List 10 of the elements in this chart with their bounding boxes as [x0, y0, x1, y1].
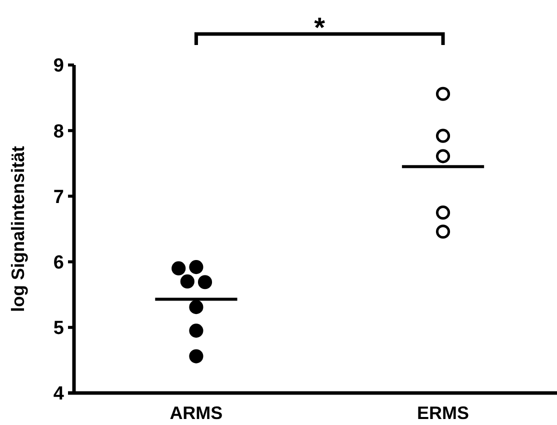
y-tick-label: 4 — [53, 384, 64, 405]
x-tick-label: ARMS — [170, 403, 223, 423]
y-tick-label: 7 — [53, 186, 64, 208]
y-tick-label: 5 — [53, 318, 64, 340]
y-axis-title: log Signalintensität — [8, 146, 28, 312]
y-tick-label: 6 — [53, 252, 64, 274]
text: * — [314, 12, 326, 43]
x-tick-label: ERMS — [417, 403, 470, 423]
y-tick-label: 8 — [53, 121, 64, 142]
y-tick-label: 9 — [53, 56, 64, 77]
